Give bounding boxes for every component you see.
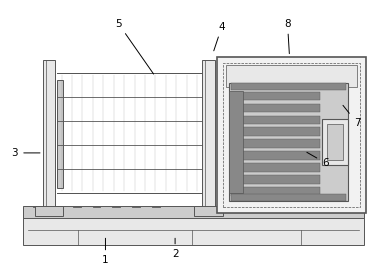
Bar [202,60,215,208]
Bar [226,65,357,87]
Bar [231,163,320,172]
Text: 6: 6 [307,152,329,168]
Bar [231,139,320,148]
Text: 5: 5 [115,19,154,74]
Text: 3: 3 [12,148,40,158]
Bar [231,187,320,196]
Bar [327,124,343,160]
Text: 8: 8 [284,19,291,54]
Bar [217,57,366,213]
Bar [57,80,63,188]
Bar [231,115,320,124]
Bar [229,91,243,193]
Bar [231,175,320,184]
Bar [43,60,55,208]
Text: 7: 7 [343,105,360,128]
Bar [35,206,63,216]
Bar [231,83,346,90]
Bar [322,119,348,165]
Bar [231,104,320,112]
Bar [223,63,360,207]
Bar [23,206,364,218]
Bar [231,151,320,160]
Bar [194,206,223,216]
Text: 1: 1 [102,238,109,265]
Text: 2: 2 [172,238,178,259]
Bar [231,92,320,100]
Bar [229,83,348,201]
Text: 4: 4 [214,22,225,51]
Bar [231,194,346,201]
Bar [23,208,364,246]
Bar [231,127,320,136]
